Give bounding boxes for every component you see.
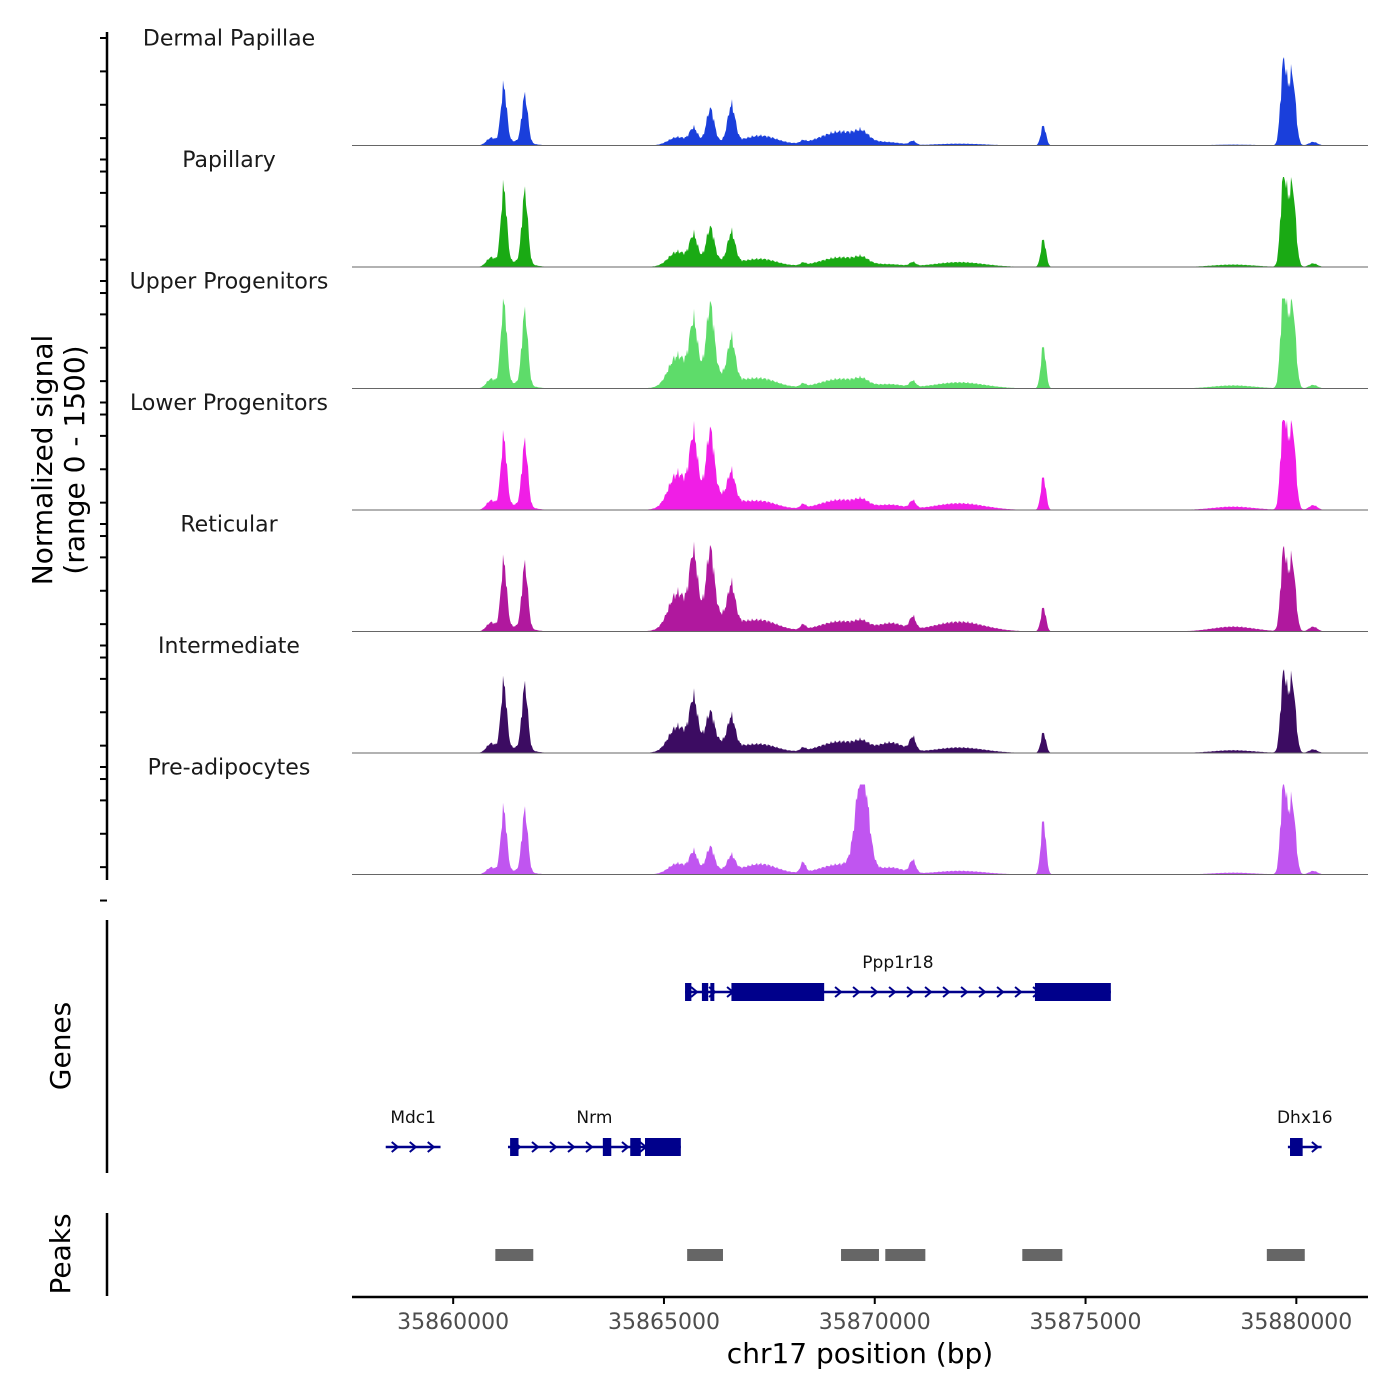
track-label: Lower Progenitors [130, 391, 328, 416]
strand-arrow [924, 986, 933, 998]
exon-block [602, 1138, 612, 1156]
peaks-panel-label: Peaks [44, 1213, 77, 1294]
peak-region [841, 1249, 879, 1261]
strand-arrow [978, 986, 987, 998]
left-axes [100, 32, 109, 1296]
strand-arrow [996, 986, 1005, 998]
signal-area [352, 420, 1368, 510]
peak-region [1266, 1249, 1305, 1261]
signal-area [352, 57, 1368, 146]
x-tick-label: 35870000 [819, 1310, 931, 1335]
strand-arrow [870, 986, 879, 998]
track-label: Upper Progenitors [130, 270, 329, 295]
strand-arrow [567, 1141, 576, 1153]
peak-region [885, 1249, 926, 1261]
strand-arrow [942, 986, 951, 998]
strand-arrow [427, 1141, 436, 1153]
gene-label: Dhx16 [1277, 1108, 1333, 1128]
exon-block [510, 1138, 519, 1156]
x-tick-label: 35875000 [1030, 1310, 1142, 1335]
exon-block [710, 983, 715, 1001]
x-tick-label: 35880000 [1240, 1310, 1352, 1335]
x-axis-title: chr17 position (bp) [727, 1337, 993, 1370]
x-tick-label: 35865000 [608, 1310, 720, 1335]
track-label: Pre-adipocytes [148, 756, 311, 781]
track-label: Dermal Papillae [143, 27, 315, 52]
strand-arrow [852, 986, 861, 998]
exon-block [1290, 1138, 1303, 1156]
peak-region [687, 1249, 723, 1261]
gene-label: Nrm [576, 1108, 612, 1128]
track-label: Papillary [182, 148, 276, 173]
peak-region [1022, 1249, 1063, 1261]
strand-arrow [1014, 986, 1023, 998]
x-axis: 35860000 35865000 35870000 35875000 35880000 [352, 1295, 1368, 1335]
strand-arrow [960, 986, 969, 998]
genes-panel-label: Genes [44, 1002, 77, 1090]
y-axis-title-line1: Normalized signal [26, 335, 59, 586]
strand-arrow [531, 1141, 540, 1153]
peak-region [495, 1249, 534, 1261]
exon-block [731, 983, 825, 1001]
gene-annotation-panel: Ppp1r18 Mdc1 Nrm Dhx16 [385, 953, 1333, 1156]
signal-area [352, 541, 1368, 632]
strand-arrow [621, 1141, 630, 1153]
signal-area [352, 177, 1368, 267]
exon-block [644, 1138, 681, 1156]
track-label: Reticular [180, 513, 278, 538]
signal-area [352, 669, 1368, 753]
strand-arrow [391, 1141, 400, 1153]
exon-block [1034, 983, 1111, 1001]
strand-arrow [409, 1141, 418, 1153]
exon-block [701, 983, 709, 1001]
exon-block [685, 983, 692, 1001]
strand-arrow [690, 986, 699, 998]
signal-area [352, 298, 1368, 389]
coverage-tracks [352, 57, 1368, 875]
gene-label: Ppp1r18 [862, 953, 933, 973]
strand-arrow [906, 986, 915, 998]
strand-arrow [585, 1141, 594, 1153]
strand-arrow [1311, 1141, 1320, 1153]
gene-label: Mdc1 [390, 1108, 436, 1128]
x-tick-label: 35860000 [397, 1310, 509, 1335]
exon-block [630, 1138, 641, 1156]
track-label: Intermediate [158, 634, 300, 659]
signal-area [352, 784, 1368, 875]
strand-arrow [834, 986, 843, 998]
track-labels: Dermal Papillae Papillary Upper Progenitor… [130, 27, 329, 781]
peak-panel [495, 1249, 1305, 1261]
y-axis-title-line2: (range 0 - 1500) [58, 345, 91, 574]
strand-arrow [888, 986, 897, 998]
strand-arrow [549, 1141, 558, 1153]
